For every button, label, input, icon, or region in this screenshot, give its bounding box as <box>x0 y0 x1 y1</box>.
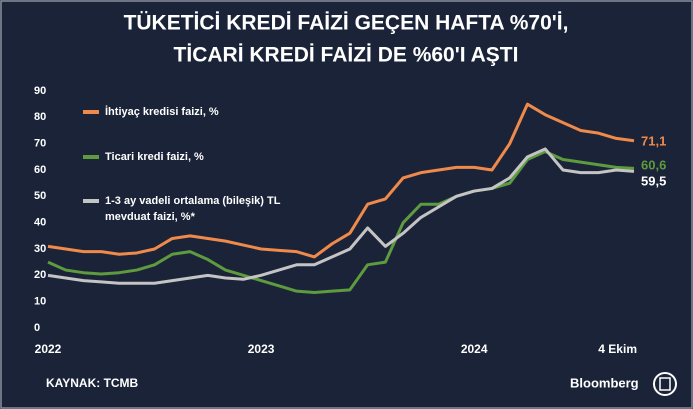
y-tick-label: 0 <box>34 322 40 334</box>
chart-title: TİCARİ KREDİ FAİZİ DE %60'I AŞTI <box>174 44 519 67</box>
value-label: 71,1 <box>641 133 666 148</box>
y-tick-label: 40 <box>34 217 46 229</box>
y-tick-label: 50 <box>34 190 46 202</box>
source: KAYNAK: TCMB <box>46 376 139 390</box>
logo <box>653 372 677 396</box>
y-tick-label: 60 <box>34 164 46 176</box>
y-tick-label: 20 <box>34 269 46 281</box>
legend-swatch <box>83 155 99 159</box>
legend-label: Ticari kredi faizi, % <box>105 151 204 163</box>
legend-swatch <box>83 199 99 203</box>
series-line <box>47 150 635 294</box>
y-tick-label: 80 <box>34 111 46 123</box>
x-tick-label: 2022 <box>35 342 62 356</box>
y-tick-label: 70 <box>34 138 46 150</box>
legend-label: 1-3 ay vadeli ortalama (bileşik) TL mevd… <box>105 195 281 223</box>
x-tick-label: 2024 <box>461 342 488 356</box>
logo <box>659 377 671 391</box>
chart-title: TÜKETİCİ KREDİ FAİZİ GEÇEN HAFTA %70'İ, <box>124 12 569 35</box>
legend-swatch <box>83 110 99 114</box>
y-tick-label: 90 <box>34 85 46 97</box>
series-line <box>47 147 635 285</box>
legend-label: İhtiyaç kredisi faizi, % <box>105 106 219 118</box>
brand: Bloomberg <box>570 375 639 390</box>
series-line <box>47 102 635 259</box>
y-tick-label: 30 <box>34 243 46 255</box>
value-label: 60,6 <box>641 157 666 172</box>
y-tick-label: 10 <box>34 296 46 308</box>
x-tick-label: 2023 <box>248 342 275 356</box>
x-tick-label: 4 Ekim <box>598 342 637 356</box>
value-label: 59,5 <box>641 173 666 188</box>
